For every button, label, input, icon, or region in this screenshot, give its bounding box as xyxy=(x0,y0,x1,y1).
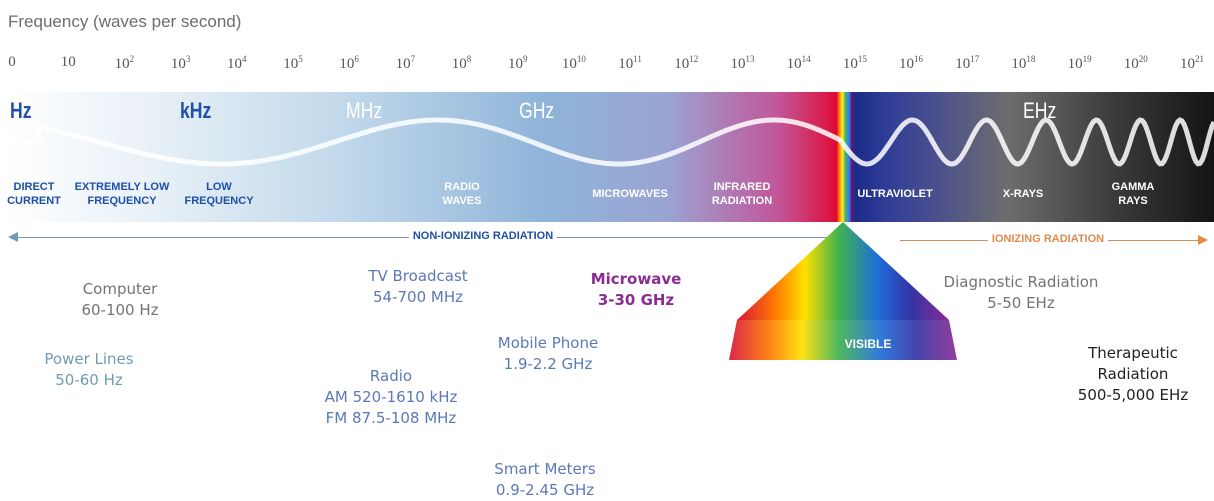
tick-label: 1020 xyxy=(1123,54,1148,72)
tick-label: 108 xyxy=(451,54,472,72)
tick-label: 103 xyxy=(170,54,191,72)
unit-ghz: GHz xyxy=(519,98,555,123)
example-power-lines: Power Lines 50-60 Hz xyxy=(44,350,134,389)
example-diagnostic-radiation: Diagnostic Radiation 5-50 EHz xyxy=(943,273,1099,312)
left-arrow-icon xyxy=(8,232,18,242)
non-ionizing-label: NON-IONIZING RADIATION xyxy=(408,230,558,242)
example-mobile-phone: Mobile Phone 1.9-2.2 GHz xyxy=(497,334,599,373)
tick-label: 1012 xyxy=(674,54,699,72)
unit-khz: kHz xyxy=(180,98,212,123)
ionizing-label: IONIZING RADIATION xyxy=(987,233,1109,245)
axis-title: Frequency (waves per second) xyxy=(8,12,242,31)
band-infrared: INFRARED RADIATION xyxy=(711,181,773,207)
tick-label: 109 xyxy=(507,54,528,72)
tick-label: 1010 xyxy=(561,54,586,72)
band-direct-current: DIRECT CURRENT xyxy=(7,181,61,207)
visible-label: VISIBLE xyxy=(844,337,892,351)
unit-mhz: MHz xyxy=(346,98,383,123)
tick-label: 1017 xyxy=(955,54,980,72)
band-microwaves: MICROWAVES xyxy=(592,188,668,200)
unit-ehz: EHz xyxy=(1023,98,1057,123)
example-tv-broadcast: TV Broadcast 54-700 MHz xyxy=(368,267,468,306)
band-low-frequency: LOW FREQUENCY xyxy=(184,181,254,207)
tick-label: 1019 xyxy=(1067,54,1092,72)
band-extremely-low-frequency: EXTREMELY LOW FREQUENCY xyxy=(74,181,170,207)
band-ultraviolet: ULTRAVIOLET xyxy=(857,188,933,200)
example-computer: Computer 60-100 Hz xyxy=(81,280,159,319)
tick-label: 104 xyxy=(227,54,247,72)
example-therapeutic-radiation: Therapeutic Radiation 500-5,000 EHz xyxy=(1077,344,1189,404)
right-arrow-icon xyxy=(1198,235,1208,245)
visible-light-strip xyxy=(837,92,851,222)
tick-label: 1016 xyxy=(899,54,924,72)
tick-label: 1011 xyxy=(618,54,642,72)
band-radio-waves: RADIO WAVES xyxy=(442,181,482,207)
tick-label: 1018 xyxy=(1011,54,1036,72)
tick-label: 1014 xyxy=(786,54,811,72)
tick-label: 105 xyxy=(283,54,303,72)
unit-hz: Hz xyxy=(10,98,32,123)
band-gamma-rays: GAMMA RAYS xyxy=(1111,181,1155,207)
tick-label: 1015 xyxy=(842,54,867,72)
example-smart-meters: Smart Meters 0.9-2.45 GHz xyxy=(494,460,596,499)
wave-graphic xyxy=(0,117,1214,167)
tick-label: 10 xyxy=(60,54,76,70)
tick-label: 106 xyxy=(339,54,359,72)
tick-label: 0 xyxy=(8,54,16,70)
tick-label: 102 xyxy=(114,54,135,72)
tick-label: 1021 xyxy=(1180,54,1204,72)
band-xrays: X-RAYS xyxy=(1002,188,1044,200)
visible-prism xyxy=(729,222,957,360)
frequency-tick-row: 0 10 102 103 104 105 106 107 108 109 1010 1011 1012 1… xyxy=(0,54,1214,84)
example-microwave: Microwave 3-30 GHz xyxy=(590,270,682,309)
tick-label: 1013 xyxy=(730,54,755,72)
example-radio: Radio AM 520-1610 kHz FM 87.5-108 MHz xyxy=(324,367,458,427)
wave-line xyxy=(0,117,1214,167)
tick-label: 107 xyxy=(395,54,416,72)
